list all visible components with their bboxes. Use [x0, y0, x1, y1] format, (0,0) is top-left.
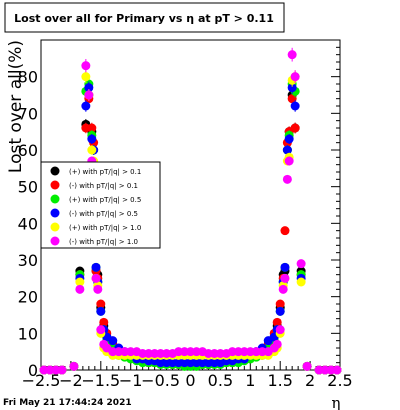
data-point — [81, 72, 91, 82]
legend-marker — [50, 194, 60, 204]
legend-entry: (+) with pT/|q| > 0.1 — [50, 166, 141, 176]
y-tick-label: 0 — [28, 361, 38, 380]
legend-label: (+) with pT/|q| > 1.0 — [69, 224, 141, 232]
data-point — [75, 277, 85, 287]
data-point — [87, 123, 97, 133]
legend-entry: (-) with pT/|q| > 0.5 — [50, 208, 138, 218]
data-point — [275, 299, 285, 309]
legend-box — [40, 161, 161, 249]
data-point — [96, 325, 106, 335]
data-point — [84, 83, 94, 93]
data-point — [284, 156, 294, 166]
legend-marker — [50, 180, 60, 190]
x-tick-label: −1.5 — [81, 371, 120, 390]
data-point — [278, 284, 288, 294]
x-tick-label: −1 — [119, 371, 143, 390]
data-point — [87, 145, 97, 155]
legend-entry: (-) with pT/|q| > 1.0 — [50, 236, 138, 246]
data-point — [81, 101, 91, 111]
data-point — [290, 101, 300, 111]
data-point — [290, 123, 300, 133]
data-point — [91, 262, 101, 272]
data-point — [290, 72, 300, 82]
legend: (+) with pT/|q| > 0.1 (-) with pT/|q| > … — [40, 161, 161, 249]
legend-label: (-) with pT/|q| > 0.5 — [69, 210, 138, 218]
x-tick-label: 1 — [245, 371, 255, 390]
data-point — [282, 174, 292, 184]
data-point — [108, 336, 118, 346]
y-tick-label: 60 — [18, 141, 38, 160]
legend-marker — [50, 166, 60, 176]
legend-label: (-) with pT/|q| > 0.1 — [69, 182, 138, 190]
data-point — [96, 299, 106, 309]
legend-label: (+) with pT/|q| > 0.5 — [69, 196, 141, 204]
x-tick-label: −0.5 — [141, 371, 180, 390]
data-point — [296, 259, 306, 269]
legend-marker — [50, 222, 60, 232]
legend-entry: (+) with pT/|q| > 1.0 — [50, 222, 141, 232]
y-axis-title: Lost over all(%) — [6, 40, 26, 173]
data-point — [93, 284, 103, 294]
x-tick-labels: −2.5 −2 −1.5 −1 −0.5 0 0.5 1 1.5 2 2.5 — [22, 371, 353, 390]
data-point — [75, 284, 85, 294]
x-tick-label: 1.5 — [267, 371, 292, 390]
data-point — [280, 273, 290, 283]
legend-label: (-) with pT/|q| > 1.0 — [69, 238, 138, 246]
legend-marker — [50, 236, 60, 246]
title-box — [4, 2, 285, 33]
data-point — [81, 61, 91, 71]
data-point — [275, 306, 285, 316]
legend-label: (+) with pT/|q| > 0.1 — [69, 168, 141, 176]
timestamp: Fri May 21 17:44:24 2021 — [3, 398, 132, 408]
y-tick-label: 40 — [18, 214, 38, 233]
x-axis-title: η — [332, 394, 341, 410]
y-tick-label: 20 — [18, 288, 38, 307]
data-point — [272, 339, 282, 349]
data-point — [272, 317, 282, 327]
data-point — [57, 365, 67, 375]
legend-entry: (+) with pT/|q| > 0.5 — [50, 194, 141, 204]
data-point — [84, 90, 94, 100]
x-tick-label: 0.5 — [208, 371, 233, 390]
y-tick-label: 50 — [18, 178, 38, 197]
legend-marker — [50, 208, 60, 218]
chart-title: Lost over all for Primary vs η at pT > 0… — [14, 12, 274, 25]
y-tick-labels: 0 10 20 30 40 50 60 70 80 — [18, 68, 38, 380]
data-point — [302, 361, 312, 371]
y-tick-label: 10 — [18, 324, 38, 343]
data-point — [99, 317, 109, 327]
data-point — [282, 145, 292, 155]
data-point — [275, 325, 285, 335]
x-tick-label: 2.5 — [327, 371, 352, 390]
data-point — [284, 134, 294, 144]
legend-entry: (-) with pT/|q| > 0.1 — [50, 180, 138, 190]
data-point — [96, 306, 106, 316]
data-point — [87, 134, 97, 144]
data-point — [280, 226, 290, 236]
y-tick-label: 70 — [18, 104, 38, 123]
data-point — [91, 273, 101, 283]
data-point — [287, 94, 297, 104]
data-point — [69, 361, 79, 371]
y-tick-label: 30 — [18, 251, 38, 270]
data-point — [280, 262, 290, 272]
y-tick-label: 80 — [18, 68, 38, 87]
data-point — [287, 83, 297, 93]
x-tick-label: 0 — [185, 371, 195, 390]
x-tick-label: 2 — [305, 371, 315, 390]
data-point — [332, 365, 342, 375]
data-point — [287, 50, 297, 60]
x-tick-label: −2 — [59, 371, 83, 390]
data-point — [296, 277, 306, 287]
x-tick-label: −2.5 — [22, 371, 61, 390]
data-series — [39, 47, 342, 375]
